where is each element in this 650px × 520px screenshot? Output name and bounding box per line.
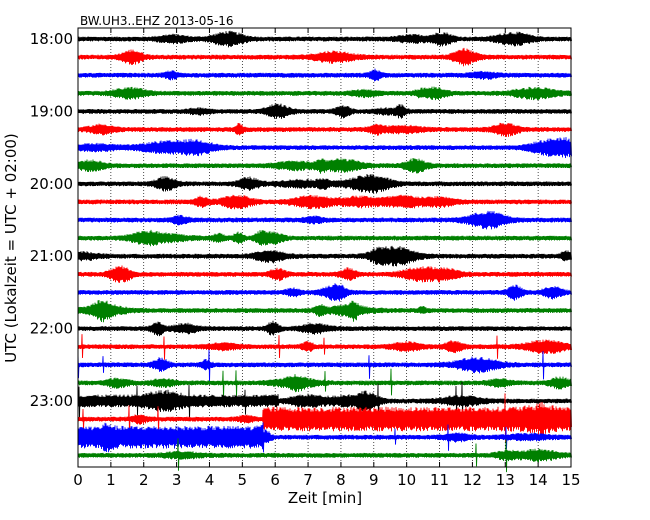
plot-frame — [77, 27, 572, 468]
traces — [77, 30, 572, 473]
y-tick-label: 19:00 — [30, 102, 73, 120]
trace-10 — [77, 194, 572, 210]
x-tick-label: 4 — [205, 471, 215, 489]
trace-16 — [77, 299, 572, 323]
y-axis-label: UTC (Lokalzeit = UTC + 02:00) — [2, 133, 20, 363]
trace-12 — [77, 229, 572, 247]
x-tick-label: 3 — [172, 471, 182, 489]
x-tick-label: 12 — [463, 471, 482, 489]
trace-23 — [77, 422, 572, 453]
x-tick-label: 9 — [369, 471, 379, 489]
y-tick-label: 18:00 — [30, 30, 73, 48]
trace-14 — [77, 265, 572, 283]
x-tick-label: 6 — [270, 471, 280, 489]
chart-title: BW.UH3..EHZ 2013-05-16 — [80, 14, 234, 28]
trace-13 — [77, 245, 572, 267]
trace-3 — [77, 68, 572, 82]
x-axis-label: Zeit [min] — [288, 489, 362, 507]
trace-1 — [77, 30, 572, 48]
x-tick-label: 7 — [303, 471, 313, 489]
trace-11 — [77, 210, 572, 230]
y-tick-label: 23:00 — [30, 392, 73, 410]
trace-21 — [77, 381, 572, 423]
x-tick-label: 5 — [238, 471, 248, 489]
x-axis-ticks: 0 1 2 3 4 5 6 7 8 9 10 11 12 13 14 15 — [73, 28, 581, 489]
trace-20 — [77, 368, 572, 399]
trace-9 — [77, 173, 572, 194]
trace-15 — [77, 283, 572, 302]
trace-4 — [77, 86, 572, 101]
trace-22 — [77, 393, 572, 443]
trace-6 — [77, 122, 572, 137]
trace-8 — [77, 157, 572, 174]
trace-24 — [77, 438, 572, 473]
x-tick-label: 15 — [561, 471, 580, 489]
y-tick-label: 22:00 — [30, 320, 73, 338]
trace-19 — [77, 349, 572, 383]
x-tick-label: 13 — [496, 471, 515, 489]
trace-7 — [77, 137, 572, 159]
y-axis-ticks: 18:00 19:00 20:00 21:00 22:00 23:00 — [30, 30, 571, 410]
x-tick-label: 10 — [397, 471, 416, 489]
y-tick-label: 20:00 — [30, 175, 73, 193]
x-tick-label: 0 — [73, 471, 83, 489]
grid-lines — [110, 28, 539, 467]
x-tick-label: 2 — [139, 471, 149, 489]
x-tick-label: 14 — [529, 471, 548, 489]
trace-2 — [77, 47, 572, 67]
x-tick-label: 11 — [430, 471, 449, 489]
y-tick-label: 21:00 — [30, 247, 73, 265]
x-tick-label: 8 — [336, 471, 346, 489]
trace-17 — [77, 320, 572, 337]
x-tick-label: 1 — [106, 471, 116, 489]
trace-5 — [77, 103, 572, 119]
trace-18 — [77, 334, 572, 360]
